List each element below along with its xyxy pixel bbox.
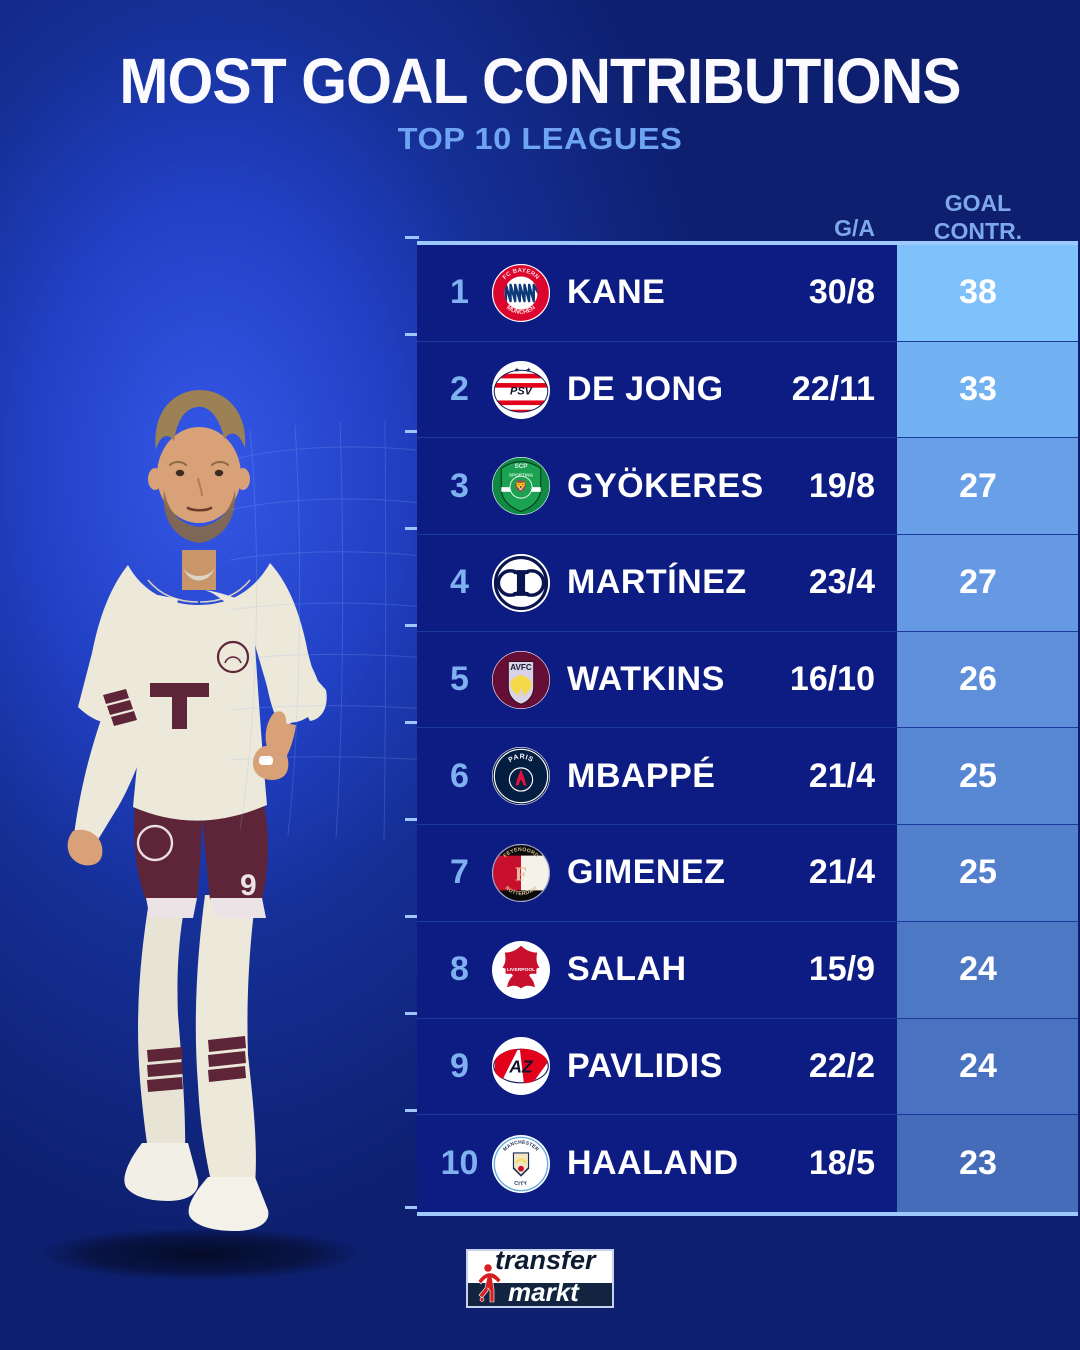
svg-text:PSV: PSV: [510, 385, 534, 397]
svg-text:SCP: SCP: [514, 463, 528, 470]
svg-text:LIVERPOOL: LIVERPOOL: [507, 967, 535, 973]
svg-text:F: F: [515, 864, 527, 886]
svg-text:SPORTING: SPORTING: [509, 473, 534, 478]
svg-text:AVFC: AVFC: [510, 663, 532, 672]
svg-text:9: 9: [240, 869, 257, 902]
svg-text:🦁: 🦁: [514, 479, 528, 493]
svg-text:★: ★: [514, 367, 520, 374]
svg-text:AZ: AZ: [508, 1057, 534, 1077]
svg-text:★: ★: [526, 367, 532, 374]
